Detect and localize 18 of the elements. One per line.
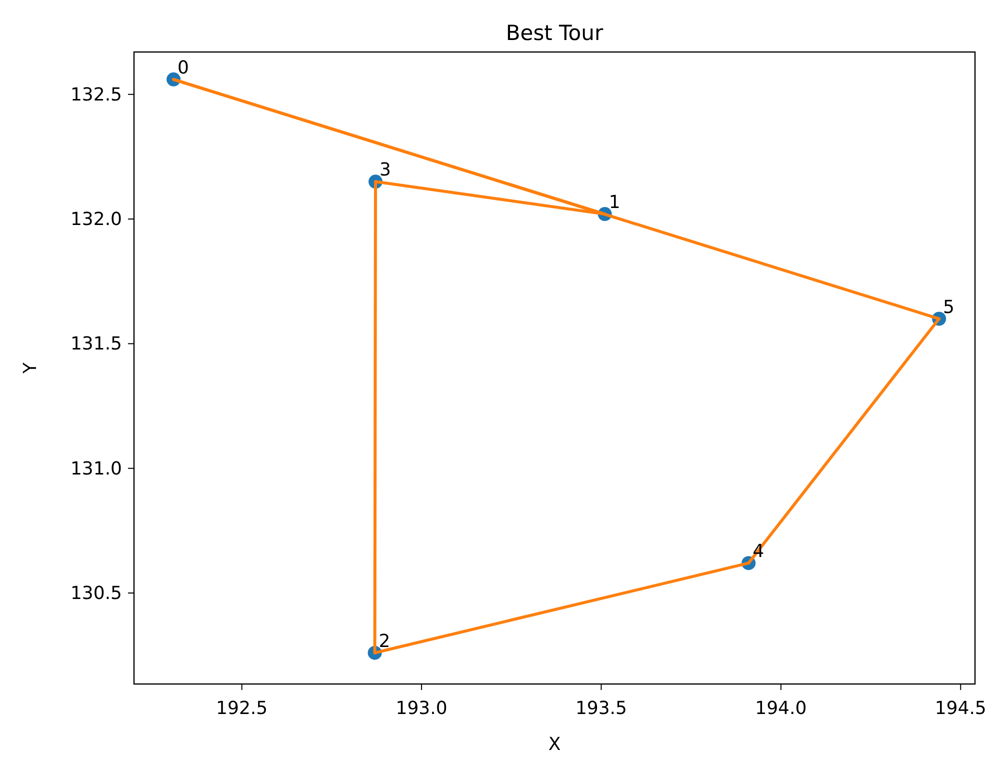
x-tick-label: 194.5 xyxy=(934,698,986,719)
annotation: 1 xyxy=(608,192,620,214)
x-tick-label: 193.5 xyxy=(575,698,627,719)
x-tick-label: 193.0 xyxy=(396,698,448,719)
y-tick-label: 131.5 xyxy=(70,334,122,355)
chart-title: Best Tour xyxy=(506,21,604,45)
x-tick-label: 192.5 xyxy=(216,698,268,719)
y-tick-label: 131.0 xyxy=(70,458,122,480)
annotation: 3 xyxy=(380,160,391,181)
y-tick-label: 132.0 xyxy=(70,209,122,230)
y-tick-label: 130.5 xyxy=(70,583,122,604)
annotation: 2 xyxy=(378,630,390,652)
x-tick-label: 194.0 xyxy=(755,698,807,719)
x-axis-title: X xyxy=(548,734,561,755)
annotation: 0 xyxy=(178,57,189,78)
y-tick-label: 132.5 xyxy=(70,84,122,106)
annotation: 5 xyxy=(943,296,955,318)
y-axis-title: Y xyxy=(20,362,41,374)
